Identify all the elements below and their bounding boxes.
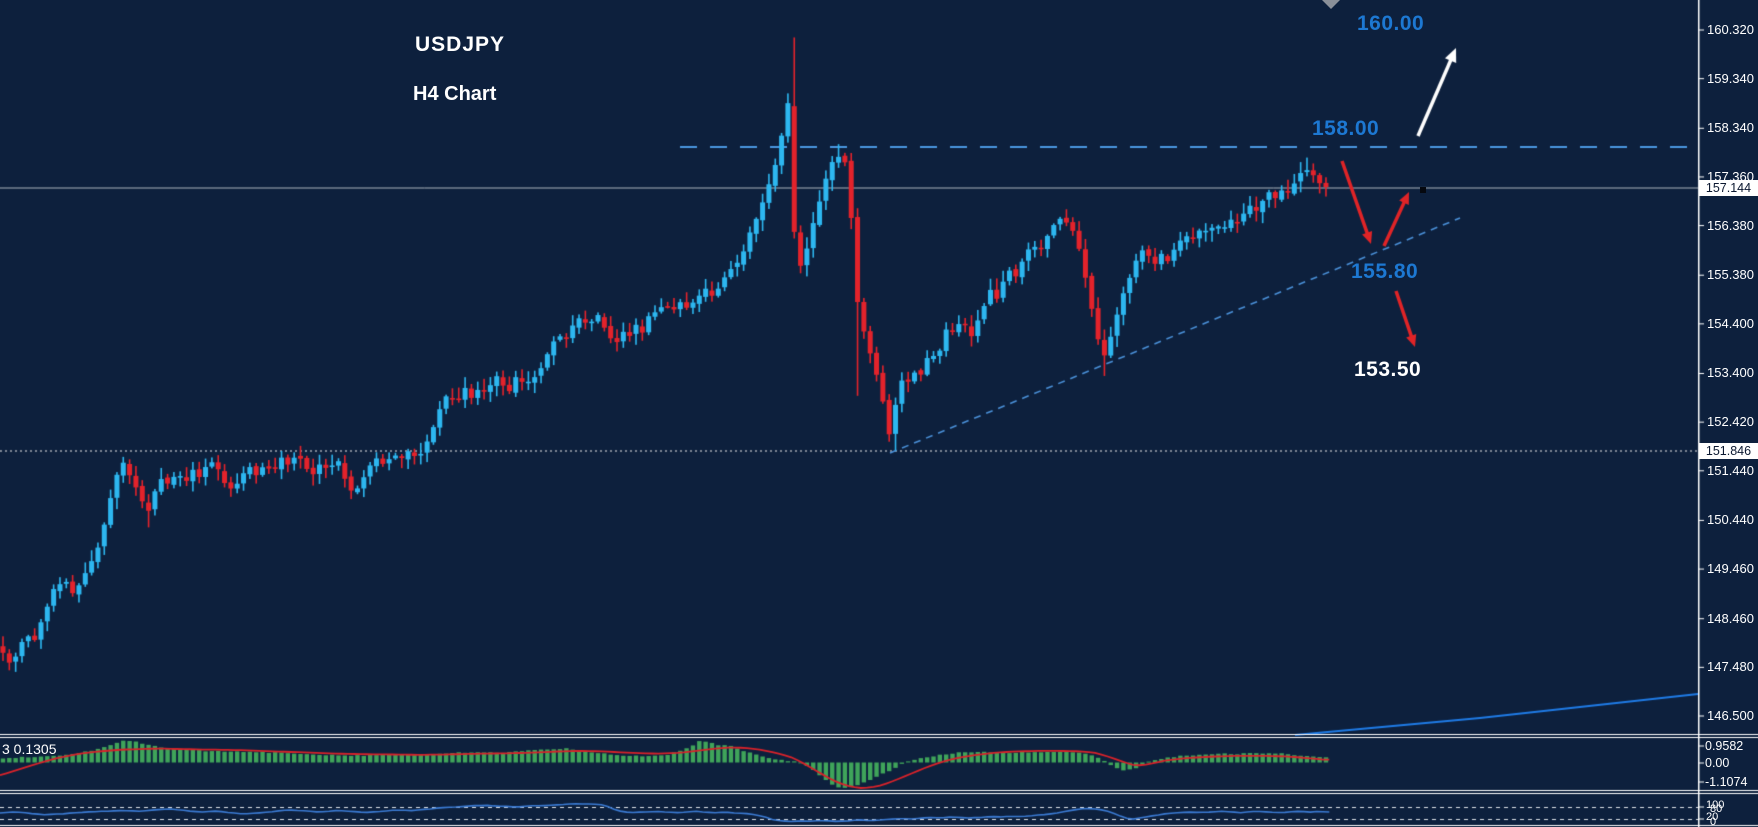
current-price-tag: 157.144 (1699, 180, 1758, 196)
axis-price-label: 150.440 (1707, 512, 1754, 528)
timeframe-title: H4 Chart (413, 83, 497, 105)
axis-price-label: 147.480 (1707, 659, 1754, 675)
annotation-resistance-158[interactable]: 158.00 (1312, 117, 1380, 140)
axis-price-label: 151.440 (1707, 462, 1754, 478)
axis-price-label: 148.460 (1707, 610, 1754, 626)
osma-scale-min: -1.1074 (1705, 775, 1748, 789)
axis-price-label: 160.320 (1707, 22, 1754, 37)
oscillator-level-100: 100 (1706, 799, 1725, 811)
osma-scale-max: 0.9582 (1705, 739, 1744, 753)
axis-price-label: 155.380 (1707, 267, 1754, 283)
osma-indicator-value-label: 3 0.1305 (2, 741, 57, 757)
annotation-target-15350[interactable]: 153.50 (1354, 358, 1422, 381)
chart-shift-marker-icon[interactable] (1322, 0, 1340, 9)
axis-price-label: 154.400 (1707, 315, 1754, 331)
oscillator-level-20: 20 (1706, 811, 1719, 823)
symbol-title: USDJPY (415, 33, 506, 56)
axis-price-label: 149.460 (1707, 561, 1754, 577)
oscillator-level-0: 0 (1710, 816, 1717, 827)
annotation-target-160[interactable]: 160.00 (1357, 12, 1425, 35)
oscillator-level-80: 80 (1710, 803, 1723, 815)
axis-price-label: 146.500 (1707, 707, 1754, 723)
anchor-dot (1420, 187, 1426, 193)
dotted-level-price-tag: 151.846 (1699, 443, 1758, 459)
axis-price-label: 152.420 (1707, 414, 1754, 430)
axis-price-label: 153.400 (1707, 365, 1754, 381)
axis-price-label: 156.380 (1707, 217, 1754, 233)
osma-scale-zero: 0.00 (1705, 756, 1730, 770)
annotation-pullback-15580[interactable]: 155.80 (1351, 260, 1419, 283)
axis-price-label: 159.340 (1707, 70, 1754, 86)
axis-price-label: 158.340 (1707, 120, 1754, 136)
